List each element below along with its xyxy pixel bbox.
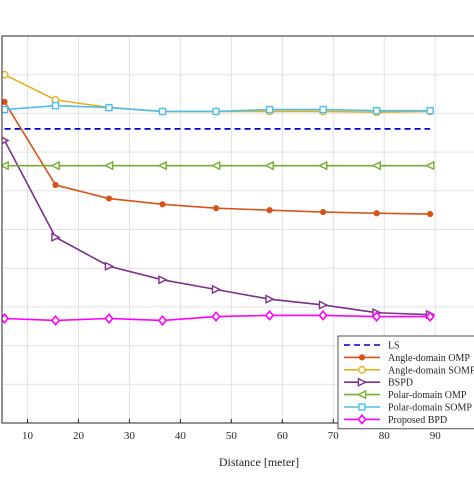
data-point-polar-domain-omp [424, 160, 435, 171]
legend-item-bspd: BSPD [344, 377, 413, 389]
data-point-polar-domain-omp [103, 160, 114, 171]
data-point-angle-domain-omp [319, 208, 327, 216]
x-tick-labels: 10 20 30 40 50 60 70 80 90 [22, 430, 441, 442]
data-point-proposed-bpd [157, 315, 168, 326]
data-point-bspd [158, 275, 168, 285]
data-point-bspd [2, 136, 10, 145]
legend-label-polar-domain-omp: Polar-domain OMP [388, 390, 467, 401]
series-polar-domain-somp [2, 101, 434, 116]
series-polar-domain-omp [2, 160, 435, 171]
data-point-polar-domain-omp [210, 160, 221, 171]
data-point-polar-domain-somp [2, 105, 9, 114]
legend-marker-polar-domain-somp [358, 403, 366, 411]
data-point-polar-domain-omp [317, 160, 328, 171]
legend-item-ls: LS [344, 341, 400, 352]
data-point-bspd [51, 232, 61, 242]
data-point-polar-domain-somp [319, 105, 327, 114]
x-tick-label: 30 [124, 430, 136, 442]
x-tick-label: 60 [277, 430, 289, 442]
data-point-angle-domain-omp [212, 205, 220, 212]
legend-marker-bspd [357, 377, 368, 387]
x-tick-label: 90 [430, 430, 442, 442]
data-point-polar-domain-somp [372, 106, 381, 115]
legend-label-proposed-bpd: Proposed BPD [388, 415, 447, 426]
data-point-polar-domain-somp [426, 106, 434, 115]
data-point-angle-domain-omp [52, 181, 59, 189]
data-point-polar-domain-somp [105, 103, 113, 112]
data-point-polar-domain-omp [157, 160, 167, 171]
data-point-polar-domain-somp [212, 107, 220, 116]
x-tick-label: 20 [73, 430, 85, 442]
plot-frame [1, 35, 474, 424]
data-point-bspd [211, 284, 222, 295]
data-point-angle-domain-omp [159, 201, 166, 208]
x-axis-label: Distance [meter] [219, 455, 299, 469]
data-point-proposed-bpd [264, 309, 275, 321]
data-point-angle-domain-somp [2, 70, 9, 79]
legend-item-angle-domain-somp: Angle-domain SOMP [344, 365, 474, 376]
x-tick-label: 70 [328, 430, 340, 442]
data-point-proposed-bpd [371, 311, 382, 323]
data-point-angle-domain-omp [266, 207, 273, 214]
legend-label-angle-domain-somp: Angle-domain SOMP [388, 365, 474, 376]
legend-item-polar-domain-somp: Polar-domain SOMP [344, 403, 472, 414]
legend-marker-angle-domain-omp [358, 354, 366, 361]
data-point-angle-domain-omp [2, 98, 8, 105]
legend-marker-polar-domain-omp [356, 389, 367, 400]
data-point-polar-domain-somp [158, 107, 167, 116]
legend-label-angle-domain-omp: Angle-domain OMP [388, 353, 470, 364]
data-point-proposed-bpd [50, 315, 61, 326]
data-point-bspd [104, 261, 115, 271]
data-point-angle-domain-omp [373, 210, 380, 217]
data-point-proposed-bpd [104, 313, 114, 324]
data-point-proposed-bpd [211, 311, 221, 323]
legend-marker-proposed-bpd [357, 413, 367, 425]
data-point-proposed-bpd [318, 309, 328, 321]
x-tick-label: 10 [22, 430, 34, 442]
data-point-polar-domain-omp [50, 160, 60, 171]
data-point-proposed-bpd [425, 311, 435, 323]
x-tick-label: 80 [379, 430, 391, 442]
data-point-bspd [318, 300, 329, 310]
legend-item-angle-domain-omp: Angle-domain OMP [344, 353, 470, 364]
data-point-polar-domain-somp [51, 101, 60, 110]
legend-label-bspd: BSPD [388, 378, 413, 389]
x-tick-label: 40 [175, 430, 187, 442]
legend-label-ls: LS [388, 341, 400, 352]
data-point-angle-domain-omp [427, 210, 434, 218]
data-point-bspd [265, 294, 275, 304]
data-point-polar-domain-somp [265, 105, 274, 114]
x-tick-label: 50 [226, 430, 238, 442]
data-point-angle-domain-omp [105, 195, 113, 202]
legend-item-proposed-bpd: Proposed BPD [344, 413, 447, 426]
data-point-polar-domain-omp [2, 160, 9, 171]
legend-item-polar-domain-omp: Polar-domain OMP [344, 389, 467, 401]
legend-marker-angle-domain-somp [358, 365, 366, 374]
data-point-polar-domain-omp [264, 160, 274, 171]
series-layer [2, 70, 436, 326]
data-point-polar-domain-omp [371, 160, 381, 171]
legend-label-polar-domain-somp: Polar-domain SOMP [388, 403, 472, 414]
series-angle-domain-omp [2, 98, 434, 218]
